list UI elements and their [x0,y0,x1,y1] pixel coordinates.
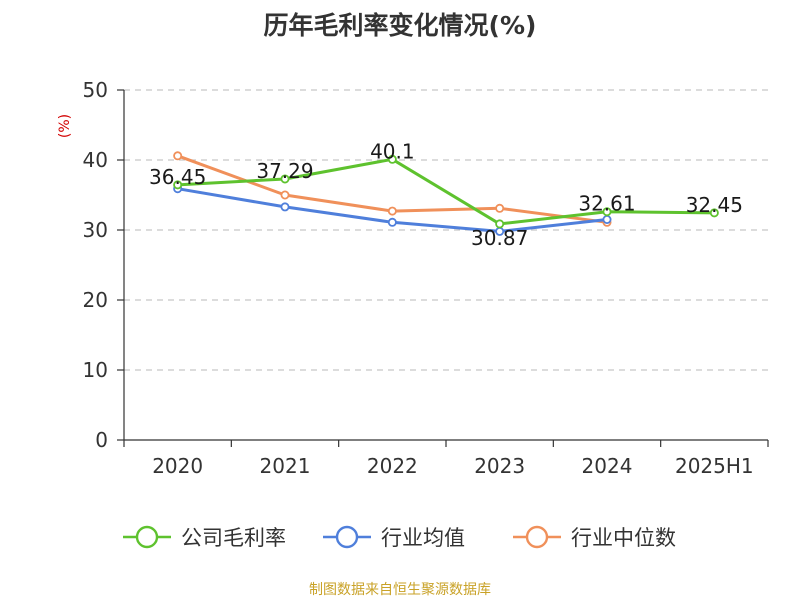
legend-marker [135,525,159,549]
data-label: 32.45 [686,193,743,217]
data-point [387,217,397,227]
x-tick-label: 2025H1 [675,454,754,478]
data-point [387,154,397,164]
data-point [173,151,183,161]
y-tick-label: 30 [83,218,108,242]
legend-label: 行业中位数 [571,526,676,550]
data-label: 32.61 [578,192,635,216]
data-label: 37.29 [256,159,313,183]
x-tick-label: 2022 [367,454,418,478]
legend-marker [335,525,359,549]
chart-title: 历年毛利率变化情况(%) [263,11,537,40]
x-tick-label: 2023 [474,454,525,478]
data-point [495,203,505,213]
y-tick-label: 20 [83,288,108,312]
data-point [495,219,505,229]
y-tick-label: 50 [83,78,108,102]
data-point [602,207,612,217]
data-point [280,202,290,212]
data-point [173,180,183,190]
x-tick-label: 2024 [582,454,633,478]
data-label: 30.87 [471,226,528,250]
y-tick-label: 40 [83,148,108,172]
legend-label: 公司毛利率 [181,526,286,550]
legend-marker [525,525,549,549]
source-note: 制图数据来自恒生聚源数据库 [309,582,491,598]
x-tick-label: 2020 [152,454,203,478]
data-point [280,174,290,184]
data-point [387,206,397,216]
data-point [709,208,719,218]
data-label: 36.45 [149,165,206,189]
x-tick-label: 2021 [260,454,311,478]
y-axis-unit: (%) [57,114,73,138]
data-label: 40.1 [370,139,415,163]
data-point [602,214,612,224]
y-tick-label: 10 [83,358,108,382]
legend-label: 行业均值 [381,526,465,550]
series-line [177,157,715,226]
data-point [280,190,290,200]
y-tick-label: 0 [95,428,108,452]
